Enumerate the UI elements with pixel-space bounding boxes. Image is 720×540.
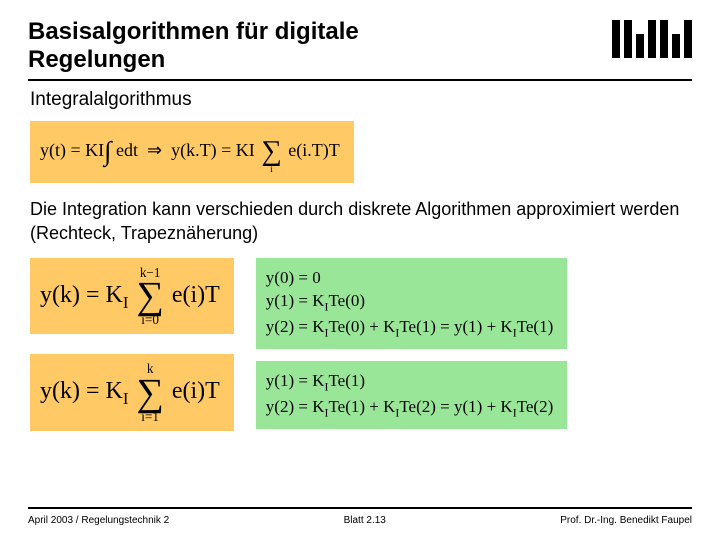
f1-lower: i=0 xyxy=(141,313,159,326)
exp1-l2: y(2) = KITe(1) + KITe(2) = y(1) + KITe(2… xyxy=(266,395,553,421)
f1-sub: I xyxy=(123,292,129,311)
sum-index-label: i xyxy=(270,165,273,175)
f2-sub: I xyxy=(123,389,129,408)
title-line2: Regelungen xyxy=(28,46,165,73)
footer-left: April 2003 / Regelungstechnik 2 xyxy=(28,515,169,526)
exp0-l1: y(0) = 0 xyxy=(266,266,553,290)
header-row: Basisalgorithmen für digitale Regelungen xyxy=(28,18,692,73)
f2-lower: i=1 xyxy=(141,410,159,423)
formula-rectangle-1: y(k) = KI k ∑ i=1 e(i)T xyxy=(30,354,234,431)
f1-lhs: y(k) = K xyxy=(40,282,123,308)
footer-divider xyxy=(28,507,692,509)
formula-continuous-integral: y(t) = KI∫ edt ⇒ y(k.T) = KI ∑i e(i.T)T xyxy=(30,121,354,183)
footer-center: Blatt 2.13 xyxy=(344,515,386,526)
exp0-l2: y(1) = KITe(0) xyxy=(266,289,553,315)
exp1-l1: y(1) = KITe(1) xyxy=(266,369,553,395)
f2-lhs: y(k) = K xyxy=(40,378,123,404)
exp0-l3: y(2) = KITe(0) + KITe(1) = y(1) + KITe(1… xyxy=(266,315,553,341)
formula-rectangle-0: y(k) = KI k−1 ∑ i=0 e(i)T xyxy=(30,258,234,335)
body-paragraph: Die Integration kann verschieden durch d… xyxy=(30,197,690,246)
right-column: y(0) = 0 y(1) = KITe(0) y(2) = KITe(0) +… xyxy=(256,258,567,432)
page-title: Basisalgorithmen für digitale Regelungen xyxy=(28,18,359,73)
footer-right: Prof. Dr.-Ing. Benedikt Faupel xyxy=(560,515,692,526)
htw-logo-icon xyxy=(612,20,692,58)
f2-rhs: e(i)T xyxy=(172,378,220,404)
expansion-block-0: y(0) = 0 y(1) = KITe(0) y(2) = KITe(0) +… xyxy=(256,258,567,350)
expansion-block-1: y(1) = KITe(1) y(2) = KITe(1) + KITe(2) … xyxy=(256,361,567,429)
f1-rhs: e(i)T xyxy=(172,282,220,308)
formula-columns: y(k) = KI k−1 ∑ i=0 e(i)T y(k) = KI k ∑ … xyxy=(30,258,692,432)
section-subtitle: Integralalgorithmus xyxy=(30,89,692,111)
title-line1: Basisalgorithmen für digitale xyxy=(28,18,359,45)
footer: April 2003 / Regelungstechnik 2 Blatt 2.… xyxy=(28,507,692,526)
left-column: y(k) = KI k−1 ∑ i=0 e(i)T y(k) = KI k ∑ … xyxy=(30,258,234,432)
header-divider xyxy=(28,79,692,81)
